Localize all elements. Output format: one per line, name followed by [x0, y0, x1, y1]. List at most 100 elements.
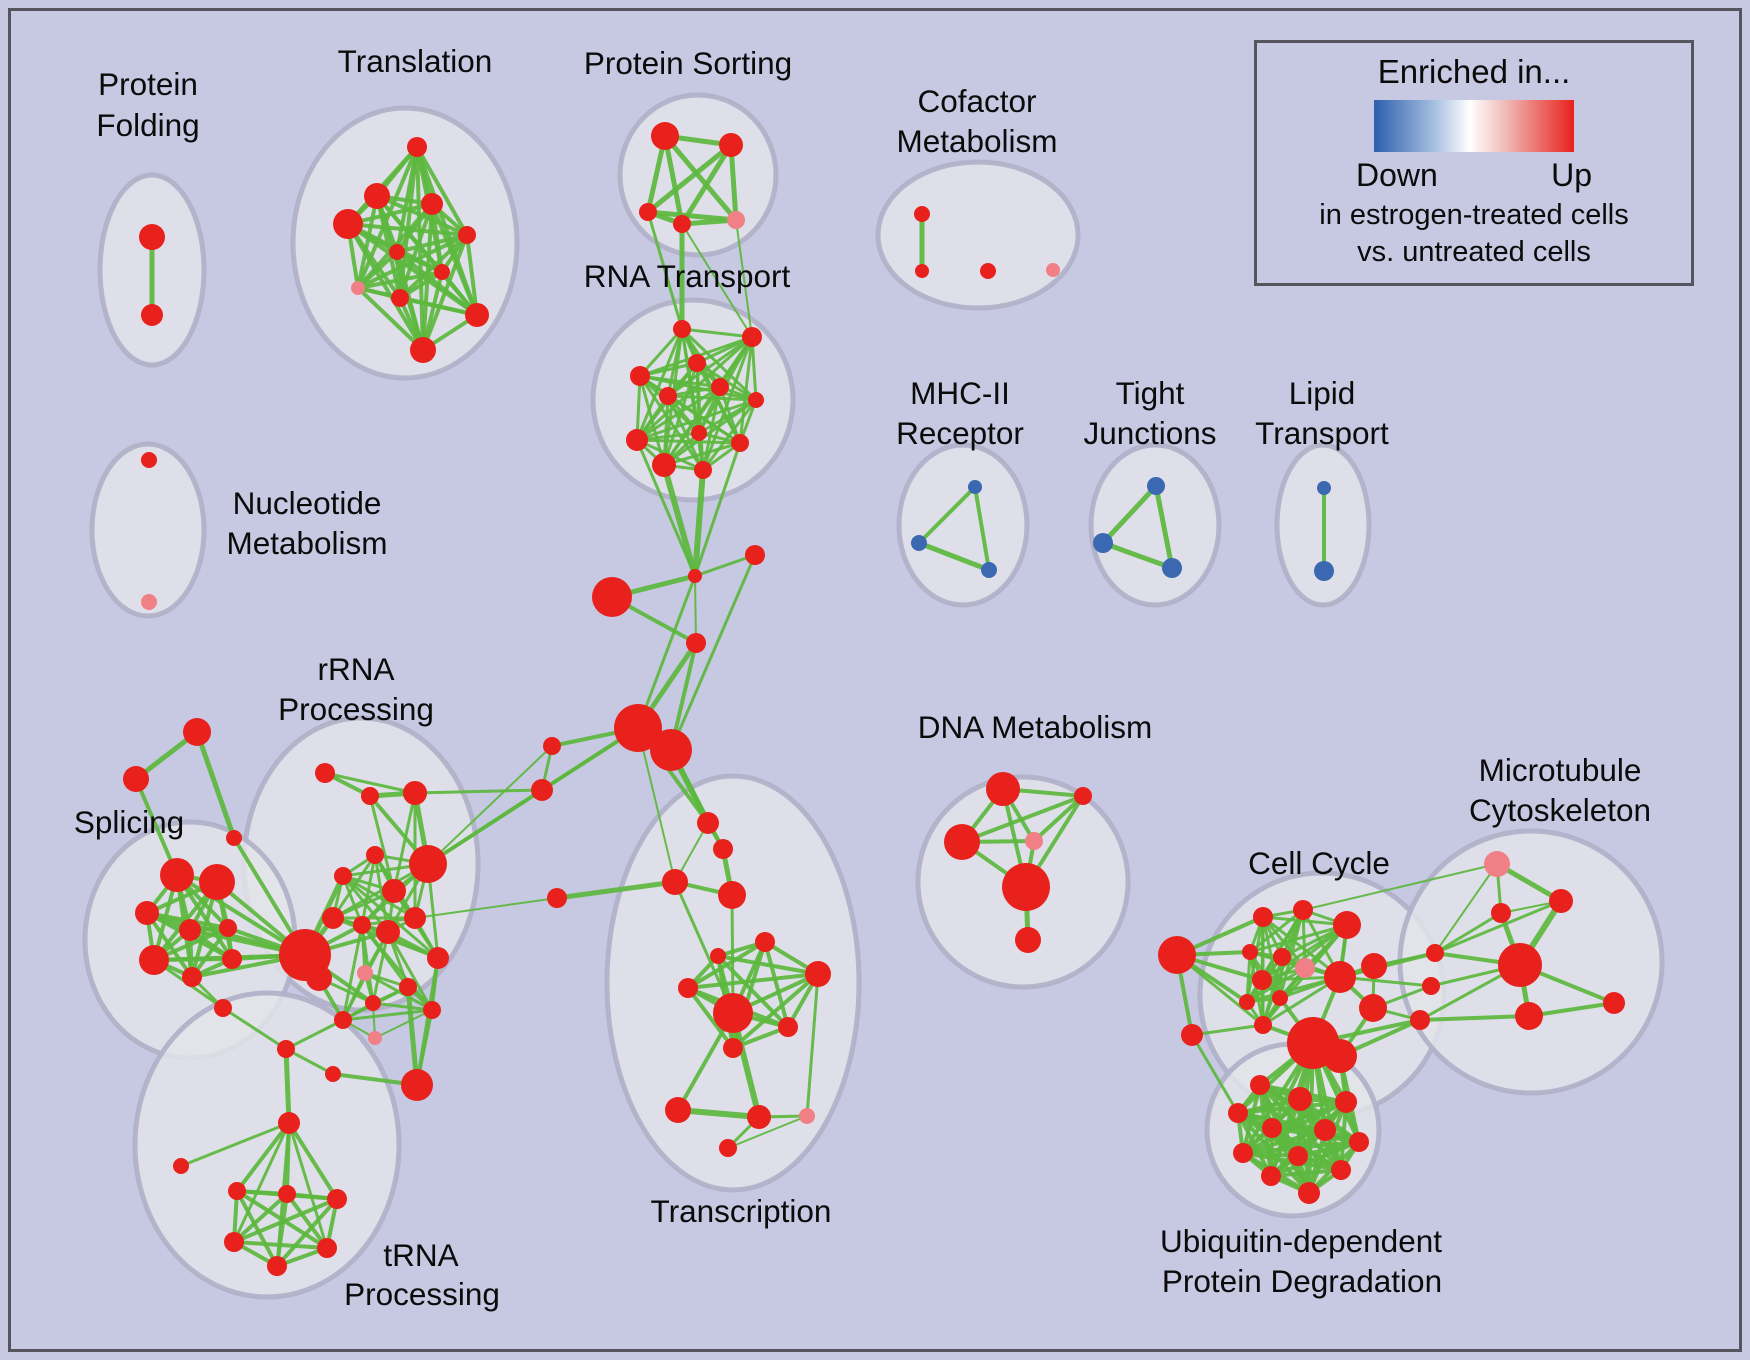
network-node[interactable]	[465, 303, 489, 327]
network-node[interactable]	[1314, 561, 1334, 581]
network-node[interactable]	[1331, 1160, 1351, 1180]
network-node[interactable]	[1324, 961, 1356, 993]
network-node[interactable]	[1298, 1182, 1320, 1204]
network-node[interactable]	[277, 1040, 295, 1058]
network-node[interactable]	[694, 461, 712, 479]
network-node[interactable]	[334, 867, 352, 885]
network-node[interactable]	[160, 858, 194, 892]
network-node[interactable]	[199, 864, 235, 900]
network-node[interactable]	[351, 281, 365, 295]
network-node[interactable]	[1349, 1132, 1369, 1152]
network-node[interactable]	[399, 978, 417, 996]
network-node[interactable]	[458, 226, 476, 244]
network-node[interactable]	[718, 881, 746, 909]
network-node[interactable]	[662, 869, 688, 895]
network-node[interactable]	[981, 562, 997, 578]
network-node[interactable]	[1252, 970, 1272, 990]
network-node[interactable]	[1228, 1103, 1248, 1123]
network-node[interactable]	[688, 569, 702, 583]
network-node[interactable]	[778, 1017, 798, 1037]
network-node[interactable]	[719, 133, 743, 157]
network-node[interactable]	[547, 888, 567, 908]
network-node[interactable]	[1181, 1024, 1203, 1046]
network-node[interactable]	[1426, 944, 1444, 962]
network-node[interactable]	[222, 949, 242, 969]
network-node[interactable]	[1295, 958, 1315, 978]
network-node[interactable]	[1093, 533, 1113, 553]
network-node[interactable]	[278, 1185, 296, 1203]
network-node[interactable]	[1025, 832, 1043, 850]
network-node[interactable]	[1323, 1039, 1357, 1073]
network-node[interactable]	[727, 211, 745, 229]
network-node[interactable]	[353, 916, 371, 934]
network-node[interactable]	[278, 1112, 300, 1134]
network-node[interactable]	[1422, 977, 1440, 995]
network-node[interactable]	[389, 244, 405, 260]
network-node[interactable]	[914, 206, 930, 222]
network-node[interactable]	[1288, 1087, 1312, 1111]
network-node[interactable]	[630, 366, 650, 386]
network-node[interactable]	[697, 812, 719, 834]
network-node[interactable]	[135, 901, 159, 925]
network-node[interactable]	[639, 203, 657, 221]
network-node[interactable]	[1261, 1166, 1281, 1186]
network-node[interactable]	[214, 999, 232, 1017]
network-node[interactable]	[652, 453, 676, 477]
network-node[interactable]	[805, 961, 831, 987]
network-node[interactable]	[315, 763, 335, 783]
network-node[interactable]	[219, 919, 237, 937]
network-node[interactable]	[1515, 1002, 1543, 1030]
network-node[interactable]	[1074, 787, 1092, 805]
network-node[interactable]	[368, 1031, 382, 1045]
network-node[interactable]	[403, 781, 427, 805]
network-node[interactable]	[376, 920, 400, 944]
network-node[interactable]	[747, 1105, 771, 1129]
network-node[interactable]	[968, 480, 982, 494]
network-node[interactable]	[421, 193, 443, 215]
network-node[interactable]	[410, 337, 436, 363]
network-node[interactable]	[267, 1256, 287, 1276]
network-node[interactable]	[659, 387, 677, 405]
network-node[interactable]	[1272, 990, 1288, 1006]
network-node[interactable]	[650, 729, 692, 771]
network-node[interactable]	[748, 392, 764, 408]
network-node[interactable]	[364, 183, 390, 209]
network-node[interactable]	[755, 932, 775, 952]
network-node[interactable]	[713, 839, 733, 859]
network-node[interactable]	[531, 779, 553, 801]
network-node[interactable]	[226, 830, 242, 846]
network-node[interactable]	[944, 824, 980, 860]
network-node[interactable]	[1359, 994, 1387, 1022]
network-node[interactable]	[1273, 948, 1291, 966]
network-node[interactable]	[1317, 481, 1331, 495]
network-node[interactable]	[179, 919, 201, 941]
network-node[interactable]	[141, 304, 163, 326]
network-node[interactable]	[1603, 992, 1625, 1014]
network-node[interactable]	[1239, 994, 1255, 1010]
network-node[interactable]	[141, 452, 157, 468]
network-node[interactable]	[1484, 851, 1510, 877]
network-node[interactable]	[1549, 889, 1573, 913]
network-node[interactable]	[731, 434, 749, 452]
network-node[interactable]	[365, 995, 381, 1011]
network-node[interactable]	[665, 1097, 691, 1123]
network-node[interactable]	[391, 289, 409, 307]
network-node[interactable]	[333, 209, 363, 239]
network-node[interactable]	[357, 965, 373, 981]
network-node[interactable]	[1233, 1143, 1253, 1163]
network-node[interactable]	[182, 967, 202, 987]
network-node[interactable]	[711, 378, 729, 396]
network-node[interactable]	[401, 1069, 433, 1101]
network-node[interactable]	[543, 737, 561, 755]
network-node[interactable]	[224, 1232, 244, 1252]
network-node[interactable]	[673, 215, 691, 233]
network-node[interactable]	[427, 947, 449, 969]
network-node[interactable]	[1335, 1091, 1357, 1113]
network-node[interactable]	[980, 263, 996, 279]
network-node[interactable]	[1288, 1146, 1308, 1166]
network-node[interactable]	[366, 846, 384, 864]
network-node[interactable]	[322, 907, 344, 929]
network-node[interactable]	[1361, 953, 1387, 979]
network-node[interactable]	[306, 965, 332, 991]
network-node[interactable]	[1147, 477, 1165, 495]
